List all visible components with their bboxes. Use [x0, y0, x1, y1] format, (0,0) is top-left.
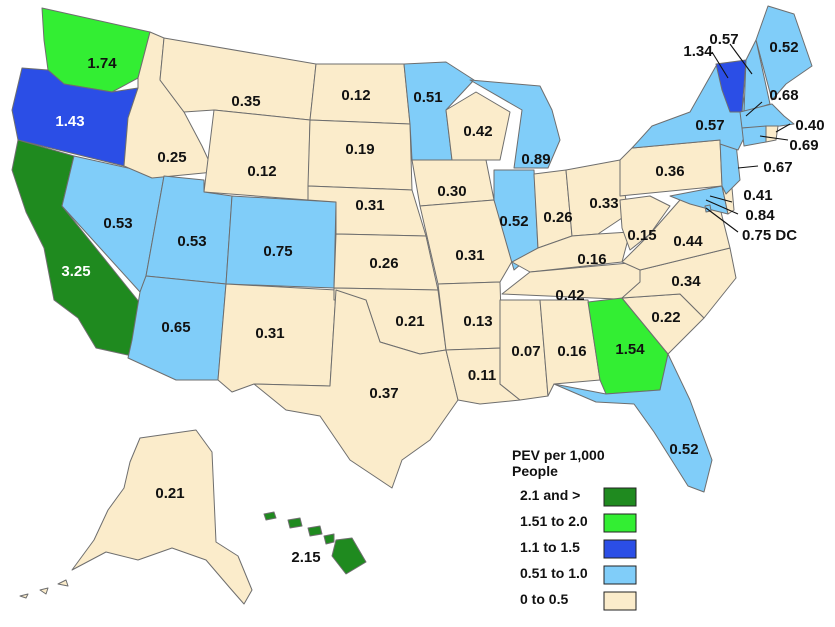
- value-wv: 0.15: [627, 227, 656, 244]
- value-ut: 0.53: [177, 233, 206, 250]
- value-co: 0.75: [263, 243, 292, 260]
- legend-swatch-3: [603, 565, 637, 585]
- state-md: [669, 185, 729, 215]
- value-ny: 0.57: [695, 117, 724, 134]
- legend-label-3: 0.51 to 1.0: [520, 565, 588, 581]
- value-wa: 1.74: [87, 55, 117, 72]
- legend-label-2: 1.1 to 1.5: [520, 539, 580, 555]
- value-az: 0.65: [161, 319, 190, 336]
- value-me: 0.52: [769, 39, 798, 56]
- state-vt: [715, 59, 747, 113]
- value-ks: 0.26: [369, 255, 398, 272]
- value-de: 0.41: [743, 187, 772, 204]
- state-values: 1.74 1.43 3.25 0.53 0.25 0.35 0.12 0.53 …: [55, 31, 824, 566]
- state-wi: [445, 91, 511, 161]
- legend-swatch-4: [603, 591, 637, 611]
- value-id: 0.25: [157, 149, 186, 166]
- value-sd: 0.19: [345, 141, 374, 158]
- leader-dc: [705, 207, 739, 233]
- value-ia: 0.30: [437, 183, 466, 200]
- value-pa: 0.36: [655, 163, 684, 180]
- value-al: 0.16: [557, 343, 586, 360]
- state-tx: [253, 289, 459, 489]
- value-ak: 0.21: [155, 485, 184, 502]
- state-fl: [553, 353, 713, 493]
- value-ca: 3.25: [61, 263, 90, 280]
- leader-de: [709, 195, 733, 203]
- state-al: [539, 299, 601, 397]
- legend-label-1: 1.51 to 2.0: [520, 513, 588, 529]
- value-fl: 0.52: [669, 441, 698, 458]
- value-nc: 0.34: [671, 273, 701, 290]
- value-ky: 0.16: [577, 251, 606, 268]
- leader-ma: [745, 101, 763, 117]
- value-nj: 0.67: [763, 159, 792, 176]
- legend-title-line2: People: [512, 463, 558, 479]
- value-wi: 0.42: [463, 123, 492, 140]
- leader-vt: [711, 51, 729, 79]
- value-or: 1.43: [55, 113, 84, 130]
- state-ak-aleutians: [19, 579, 69, 599]
- state-shapes: [11, 5, 813, 605]
- legend-label-4: 0 to 0.5: [520, 591, 568, 607]
- leader-lines: [705, 43, 791, 233]
- value-mi: 0.89: [521, 151, 550, 168]
- value-md: 0.84: [745, 207, 775, 224]
- leader-ct: [759, 135, 789, 141]
- value-tn: 0.42: [555, 287, 584, 304]
- state-me: [755, 5, 813, 101]
- value-nh: 0.57: [709, 31, 738, 48]
- legend-title-line1: PEV per 1,000: [512, 447, 605, 463]
- value-ga: 1.54: [615, 341, 645, 358]
- value-mo: 0.31: [455, 247, 484, 264]
- value-mn: 0.51: [413, 89, 442, 106]
- state-ri: [765, 125, 779, 143]
- value-nv: 0.53: [103, 215, 132, 232]
- legend-swatch-0: [603, 487, 637, 507]
- state-co: [225, 195, 337, 289]
- state-mo: [419, 199, 515, 285]
- state-ms: [499, 299, 549, 401]
- value-ri: 0.40: [795, 117, 824, 134]
- value-sc: 0.22: [651, 309, 680, 326]
- state-ak: [71, 429, 253, 605]
- value-hi: 2.15: [291, 549, 320, 566]
- value-mt: 0.35: [231, 93, 260, 110]
- state-nc: [621, 247, 737, 319]
- value-in: 0.26: [543, 209, 572, 226]
- value-oh: 0.33: [589, 195, 618, 212]
- value-ok: 0.21: [395, 313, 424, 330]
- value-va: 0.44: [673, 233, 703, 250]
- leader-nh: [729, 43, 753, 75]
- state-mi: [469, 79, 561, 169]
- state-hi: [263, 511, 367, 575]
- value-tx: 0.37: [369, 385, 398, 402]
- value-wy: 0.12: [247, 163, 276, 180]
- legend: PEV per 1,000 People 2.1 and > 1.51 to 2…: [512, 447, 637, 611]
- legend-swatch-2: [603, 539, 637, 559]
- value-nd: 0.12: [341, 87, 370, 104]
- value-ma: 0.68: [769, 87, 798, 104]
- leader-md: [705, 199, 739, 215]
- state-oh: [565, 159, 629, 237]
- value-nm: 0.31: [255, 325, 284, 342]
- state-wy: [203, 109, 311, 201]
- value-dc: 0.75 DC: [742, 227, 797, 244]
- value-la: 0.11: [468, 367, 496, 384]
- value-vt: 1.34: [683, 43, 713, 60]
- value-ar: 0.13: [463, 313, 492, 330]
- leader-ri: [775, 123, 791, 133]
- value-ct: 0.69: [789, 137, 818, 154]
- value-ms: 0.07: [511, 343, 540, 360]
- legend-swatch-1: [603, 513, 637, 533]
- value-il: 0.52: [499, 213, 528, 230]
- legend-label-0: 2.1 and >: [520, 487, 580, 503]
- leader-nj: [737, 165, 759, 169]
- value-ne: 0.31: [355, 197, 384, 214]
- state-wv: [619, 195, 671, 251]
